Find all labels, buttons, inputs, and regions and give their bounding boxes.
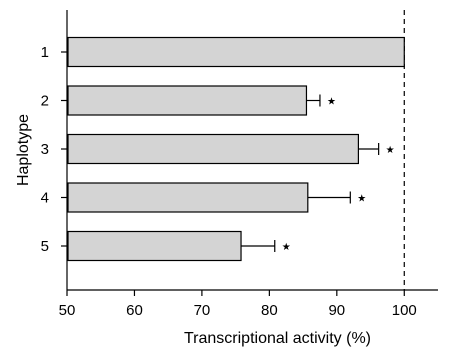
y-tick-label-1: 1: [41, 44, 49, 61]
y-tick-label-4: 4: [41, 190, 49, 207]
y-tick-label-2: 2: [41, 93, 49, 110]
significance-star-2: ★: [327, 97, 336, 108]
significance-star-4: ★: [357, 194, 366, 205]
x-tick-label-50: 50: [59, 302, 76, 319]
y-axis-title: Haplotype: [15, 114, 32, 186]
x-axis-title: Transcriptional activity (%): [184, 330, 371, 347]
bar-haplotype-5: [67, 230, 242, 262]
y-tick-label-5: 5: [41, 238, 49, 255]
bar-haplotype-2: [67, 85, 308, 116]
x-tick-label-60: 60: [126, 302, 143, 319]
bar-haplotype-3: [67, 133, 360, 165]
bar-haplotype-4: [67, 182, 309, 213]
plot-area: 50 60 70 80 90 100 1 2 ★ 3 ★ 4 ★ 5 ★: [41, 10, 438, 319]
significance-star-5: ★: [282, 242, 291, 253]
x-tick-label-100: 100: [392, 302, 417, 319]
y-tick-label-3: 3: [41, 141, 49, 158]
significance-star-3: ★: [386, 145, 395, 156]
bar-haplotype-1: [67, 36, 405, 68]
x-tick-label-80: 80: [261, 302, 278, 319]
x-tick-label-70: 70: [194, 302, 211, 319]
x-tick-label-90: 90: [328, 302, 345, 319]
